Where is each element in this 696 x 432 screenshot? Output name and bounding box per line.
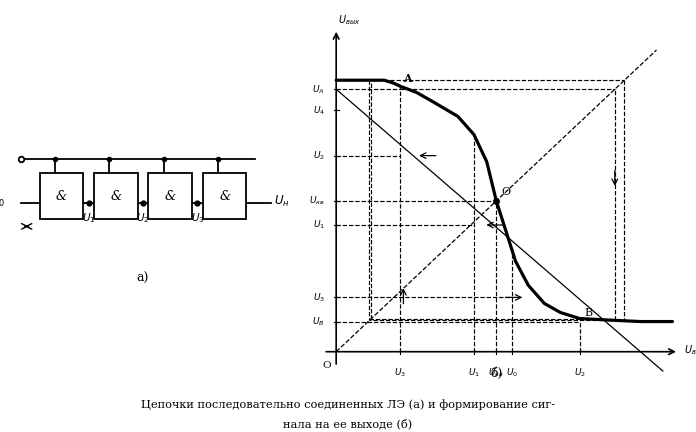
Text: $U_1$: $U_1$ [82, 211, 95, 225]
Text: $U_B$: $U_B$ [313, 315, 325, 328]
Text: $U_0$: $U_0$ [506, 367, 519, 379]
Text: $U_A$: $U_A$ [313, 83, 325, 95]
Text: &: & [56, 190, 67, 203]
Text: &: & [110, 190, 121, 203]
Bar [94, 173, 138, 219]
Text: &: & [219, 190, 230, 203]
Text: A: A [404, 73, 412, 84]
Text: O: O [322, 361, 331, 370]
Text: $U_3$: $U_3$ [394, 367, 406, 379]
Text: $U_3$: $U_3$ [191, 211, 204, 225]
Text: нала на ее выходе (б): нала на ее выходе (б) [283, 418, 413, 429]
Text: B: B [585, 308, 592, 318]
Text: $U_2$: $U_2$ [313, 149, 325, 162]
Text: $U_3$: $U_3$ [313, 291, 325, 304]
Text: Цепочки последовательно соединенных ЛЭ (а) и формирование сиг-: Цепочки последовательно соединенных ЛЭ (… [141, 400, 555, 410]
Text: $U_2$: $U_2$ [574, 367, 585, 379]
Bar [40, 173, 83, 219]
Text: а): а) [137, 273, 149, 286]
Text: $U_н$: $U_н$ [274, 194, 290, 209]
Text: $U_2$: $U_2$ [136, 211, 150, 225]
Text: $U_{вых}$: $U_{вых}$ [338, 14, 361, 27]
Text: O: O [501, 187, 510, 197]
Text: $U_{кв}$: $U_{кв}$ [489, 367, 504, 379]
Text: б): б) [490, 367, 503, 380]
Bar [148, 173, 192, 219]
Bar [203, 173, 246, 219]
Text: $U_{кв}$: $U_{кв}$ [309, 195, 325, 207]
Text: $U_1$: $U_1$ [468, 367, 480, 379]
Text: $U_1$: $U_1$ [313, 219, 325, 231]
Text: $U_4$: $U_4$ [313, 104, 325, 117]
Text: &: & [165, 190, 176, 203]
Text: $U_0$: $U_0$ [0, 194, 6, 209]
Text: $U_{вх}$: $U_{вх}$ [683, 343, 696, 357]
